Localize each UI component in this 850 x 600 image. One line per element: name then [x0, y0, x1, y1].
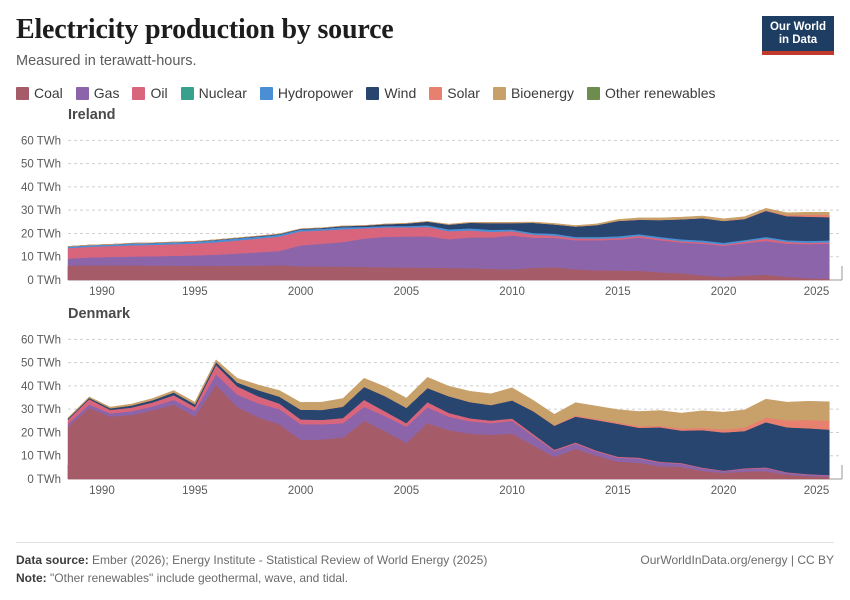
y-axis-tick-label: 40 TWh — [21, 182, 61, 194]
y-axis-tick-label: 40 TWh — [21, 381, 61, 393]
area-chart-ireland[interactable]: 0 TWh 10 TWh 20 TWh 30 TWh 40 TWh 50 TWh 60 TW… — [16, 125, 850, 300]
y-axis-tick-label: 60 TWh — [21, 135, 61, 147]
y-axis-tick-label: 30 TWh — [21, 404, 61, 416]
chart-footer: Data source: Ember (2026); Energy Instit… — [16, 541, 834, 588]
y-axis-tick-label: 10 TWh — [21, 252, 61, 264]
legend-item-solar[interactable]: Solar — [429, 85, 480, 101]
legend-item-bioenergy[interactable]: Bioenergy — [492, 85, 574, 102]
y-axis-tick-label: 30 TWh — [21, 205, 61, 217]
legend-item-label: Coal — [34, 85, 63, 102]
legend-item-gas[interactable]: Gas — [75, 85, 120, 102]
legend-item-other-renewables[interactable]: Other renewables — [586, 85, 716, 102]
footer-note-text: "Other renewables" include geothermal, w… — [50, 571, 349, 586]
x-axis-tick-label: 2025 — [804, 286, 830, 298]
owid-logo-line2: in Data — [778, 33, 818, 46]
legend-item-label: Hydropower — [277, 85, 354, 102]
legend-item-label: Oil — [150, 85, 168, 102]
chart-header: Electricity production by source Measure… — [16, 14, 834, 71]
legend-swatch-icon — [180, 86, 194, 100]
legend-swatch-icon — [586, 86, 600, 100]
legend-swatch-icon — [429, 86, 443, 100]
legend-swatch-icon — [132, 86, 146, 100]
footer-source-label: Data source: — [16, 552, 89, 567]
x-axis-tick-label: 2010 — [499, 485, 525, 497]
owid-logo[interactable]: Our World in Data — [762, 16, 834, 55]
legend-item-label: Solar — [447, 85, 480, 102]
x-axis-tick-label: 2005 — [394, 485, 420, 497]
panel-title-denmark: Denmark — [68, 306, 131, 323]
chart-subtitle: Measured in terawatt-hours. — [16, 53, 197, 70]
legend-item-label: Other renewables — [604, 85, 716, 102]
y-axis-tick-label: 20 TWh — [21, 427, 61, 439]
legend-swatch-icon — [492, 86, 506, 100]
legend-swatch-icon — [366, 86, 380, 100]
x-axis-tick-label: 2015 — [605, 286, 631, 298]
legend-item-label: Bioenergy — [510, 85, 574, 102]
legend-swatch-icon — [16, 86, 29, 100]
legend-item-label: Nuclear — [198, 85, 247, 102]
legend-item-nuclear[interactable]: Nuclear — [180, 85, 247, 102]
y-axis-tick-label: 0 TWh — [27, 474, 61, 486]
x-axis-tick-label: 1990 — [89, 286, 115, 298]
footer-note-label: Note: — [16, 571, 47, 586]
x-axis-tick-label: 1995 — [182, 286, 208, 298]
footer-source: Data source: Ember (2026); Energy Instit… — [16, 551, 487, 570]
area-series-bioenergy[interactable] — [67, 208, 830, 247]
y-axis-tick-label: 50 TWh — [21, 358, 61, 370]
chart-legend: Coal Gas Oil Nuclear Hydropower Wind Solar Bioe… — [16, 85, 834, 101]
legend-item-label: Wind — [384, 85, 417, 102]
y-axis-tick-label: 60 TWh — [21, 334, 61, 346]
legend-item-wind[interactable]: Wind — [366, 85, 416, 101]
x-axis-tick-label: 2020 — [711, 286, 737, 298]
footer-note: Note: "Other renewables" include geother… — [16, 569, 834, 588]
owid-logo-line1: Our World — [769, 21, 826, 33]
page-title: Electricity production by source — [16, 14, 394, 45]
legend-swatch-icon — [75, 86, 89, 100]
legend-item-oil[interactable]: Oil — [132, 85, 168, 102]
footer-license[interactable]: OurWorldInData.org/energy | CC BY — [640, 552, 834, 567]
panel-denmark: Denmark 0 TWh 10 TWh 20 TWh 30 TWh 40 TWh 50 … — [16, 306, 843, 499]
legend-item-hydropower[interactable]: Hydropower — [259, 85, 354, 102]
x-axis-tick-label: 1995 — [182, 485, 208, 497]
y-axis-tick-label: 20 TWh — [21, 228, 61, 240]
x-axis-tick-label: 2015 — [605, 485, 631, 497]
area-series-bioenergy[interactable] — [67, 359, 830, 430]
legend-item-label: Gas — [93, 85, 120, 102]
y-axis-tick-label: 50 TWh — [21, 159, 61, 171]
y-axis-tick-label: 10 TWh — [21, 451, 61, 463]
x-axis-tick-label: 2000 — [288, 485, 314, 497]
footer-source-row: Data source: Ember (2026); Energy Instit… — [16, 551, 834, 570]
area-chart-denmark[interactable]: 0 TWh 10 TWh 20 TWh 30 TWh 40 TWh 50 TWh 60 TW… — [16, 324, 850, 499]
panel-ireland: Ireland 0 TWh 10 TWh 20 TWh 30 TWh 40 TWh 50 … — [16, 107, 843, 300]
legend-swatch-icon — [259, 86, 273, 100]
x-axis-tick-label: 2020 — [711, 485, 737, 497]
x-axis-tick-label: 2010 — [499, 286, 525, 298]
legend-item-coal[interactable]: Coal — [16, 85, 63, 101]
y-axis-tick-label: 0 TWh — [27, 275, 61, 287]
x-axis-tick-label: 2005 — [394, 286, 420, 298]
x-axis-tick-label: 2025 — [804, 485, 830, 497]
x-axis-tick-label: 2000 — [288, 286, 314, 298]
x-axis-tick-label: 1990 — [89, 485, 115, 497]
panel-title-ireland: Ireland — [68, 107, 116, 124]
footer-source-text: Ember (2026); Energy Institute - Statist… — [92, 552, 488, 567]
